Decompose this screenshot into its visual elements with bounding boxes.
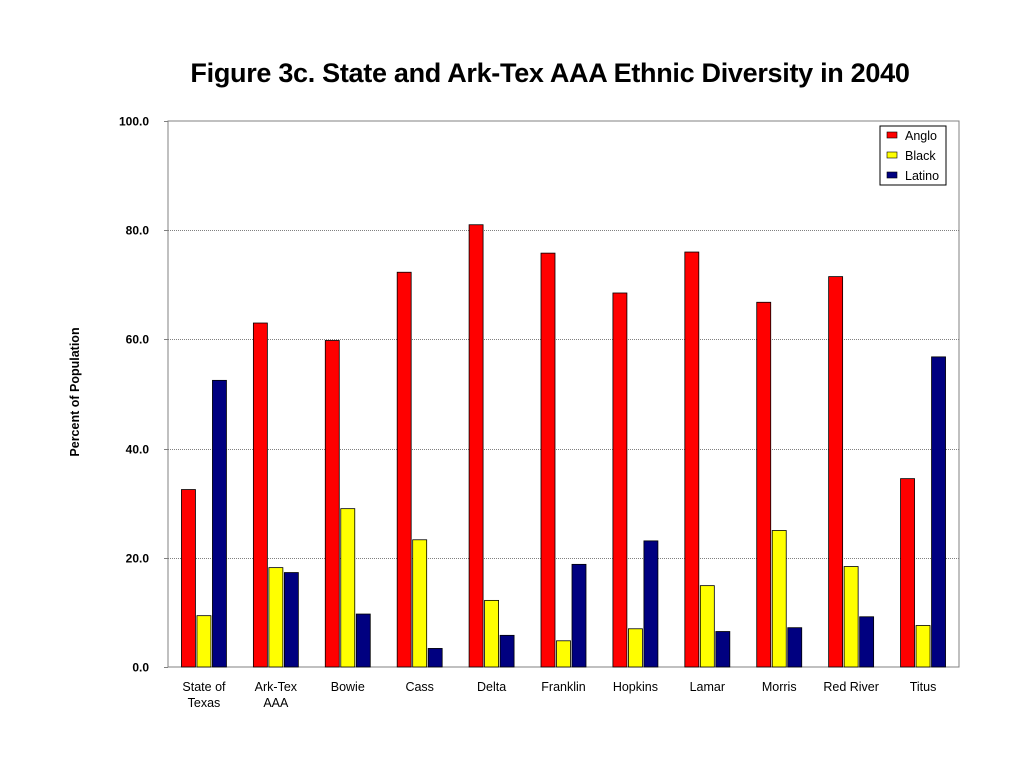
legend-label-black: Black bbox=[905, 149, 936, 163]
bar-black bbox=[484, 599, 499, 668]
plot-area bbox=[167, 120, 960, 668]
x-category-label: Lamar bbox=[690, 680, 725, 694]
bar-latino bbox=[355, 613, 371, 668]
legend-label-anglo: Anglo bbox=[905, 129, 937, 143]
bar-black bbox=[556, 640, 571, 668]
x-category-label: Bowie bbox=[331, 680, 365, 694]
y-axis-title: Percent of Population bbox=[68, 327, 82, 456]
y-axis-ticks: 0.0 20.0 40.0 60.0 80.0 100.0 bbox=[119, 115, 168, 675]
bar-black bbox=[771, 530, 787, 668]
bar-anglo bbox=[828, 276, 844, 668]
bar-anglo bbox=[181, 489, 196, 668]
y-tick-label: 80.0 bbox=[126, 224, 150, 238]
bar-black bbox=[412, 539, 428, 668]
legend-swatch-anglo bbox=[886, 131, 898, 139]
bar-latino bbox=[212, 379, 227, 668]
bar-anglo bbox=[252, 322, 268, 668]
x-category-label: Cass bbox=[405, 680, 433, 694]
bar-black bbox=[843, 566, 859, 668]
bar-latino bbox=[859, 616, 875, 668]
legend-swatch-black bbox=[886, 151, 898, 159]
y-tick-label: 0.0 bbox=[132, 661, 149, 675]
bar-latino bbox=[571, 563, 587, 668]
y-tick-label: 100.0 bbox=[119, 115, 149, 129]
x-category-label: Hopkins bbox=[613, 680, 658, 694]
x-category-label: Morris bbox=[762, 680, 797, 694]
bar-black bbox=[340, 508, 356, 668]
bar-latino bbox=[427, 648, 443, 668]
bar-anglo bbox=[540, 252, 556, 668]
bar-anglo bbox=[324, 340, 340, 668]
bar-anglo bbox=[756, 301, 772, 668]
bar-anglo bbox=[468, 224, 484, 668]
x-category-label: Franklin bbox=[541, 680, 586, 694]
bar-black bbox=[915, 625, 931, 668]
bar-black bbox=[268, 567, 284, 668]
bar-latino bbox=[715, 631, 731, 668]
x-category-label: Titus bbox=[910, 680, 937, 694]
bar-anglo bbox=[900, 478, 915, 668]
bar-latino bbox=[787, 627, 803, 668]
x-axis-labels: State of Texas Ark-Tex AAA Bowie Cass Delta Fra… bbox=[182, 680, 936, 710]
legend: Anglo Black Latino bbox=[879, 125, 947, 186]
x-category-label: State of Texas bbox=[182, 680, 226, 710]
y-tick-label: 60.0 bbox=[126, 333, 150, 347]
bar-anglo bbox=[612, 292, 628, 668]
x-category-label: Red River bbox=[823, 680, 879, 694]
legend-label-latino: Latino bbox=[905, 169, 939, 183]
x-category-label: Ark-Tex AAA bbox=[255, 680, 298, 710]
bar-anglo bbox=[396, 271, 412, 668]
bar-latino bbox=[283, 572, 299, 668]
bar-latino bbox=[643, 540, 659, 668]
bar-anglo bbox=[684, 251, 700, 668]
bar-latino bbox=[499, 634, 515, 668]
chart-title: Figure 3c. State and Ark-Tex AAA Ethnic … bbox=[190, 58, 910, 88]
legend-swatch-latino bbox=[886, 171, 898, 179]
bar-black bbox=[699, 585, 715, 668]
y-tick-label: 20.0 bbox=[126, 552, 150, 566]
bars bbox=[181, 224, 946, 668]
x-category-label: Delta bbox=[477, 680, 506, 694]
bar-black bbox=[628, 628, 643, 668]
bar-black bbox=[196, 615, 212, 668]
y-tick-label: 40.0 bbox=[126, 443, 150, 457]
bar-latino bbox=[931, 356, 946, 668]
